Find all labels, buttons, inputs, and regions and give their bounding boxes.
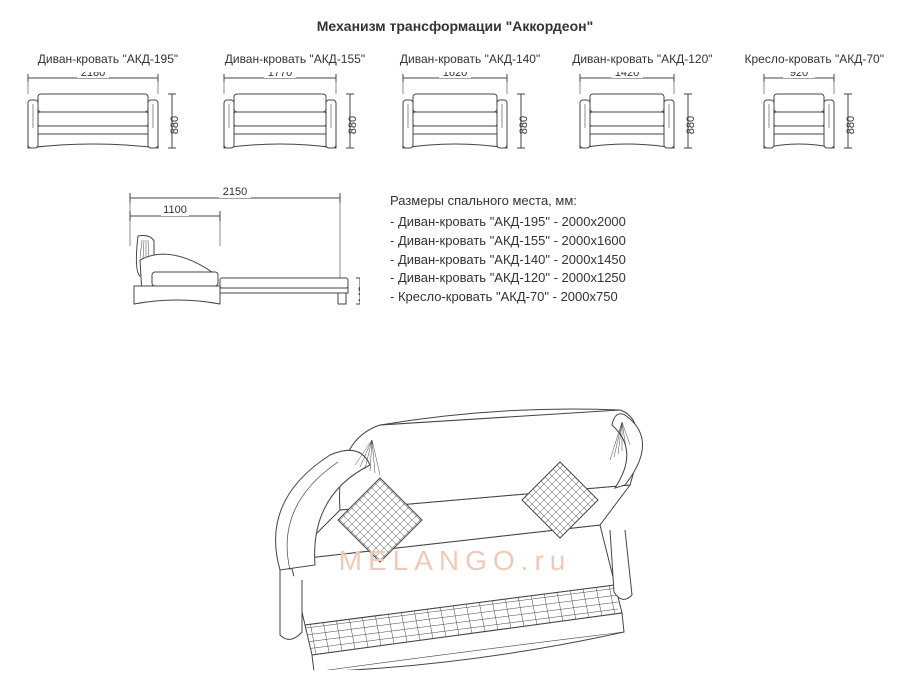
spec-line: - Диван-кровать "АКД-155" - 2000х1600 — [390, 232, 880, 251]
front-view-diagram: 1420 880 — [578, 72, 706, 158]
spec-line: - Диван-кровать "АКД-195" - 2000х2000 — [390, 213, 880, 232]
model-cell: Диван-кровать "АКД-140" 1620 880 — [400, 52, 540, 158]
model-label: Диван-кровать "АКД-155" — [225, 52, 365, 66]
svg-text:880: 880 — [347, 116, 359, 134]
model-label: Диван-кровать "АКД-140" — [400, 52, 540, 66]
model-cell: Кресло-кровать "АКД-70" 920 880 — [745, 52, 884, 158]
model-label: Диван-кровать "АКД-120" — [572, 52, 712, 66]
svg-text:1100: 1100 — [163, 204, 187, 216]
svg-text:1770: 1770 — [268, 72, 292, 79]
svg-text:920: 920 — [790, 72, 808, 79]
front-view-diagram: 1770 880 — [222, 72, 368, 158]
mid-section: 2150 1100 440 Размеры спального места, мм:… — [0, 186, 910, 316]
page-title: Механизм трансформации "Аккордеон" — [0, 0, 910, 44]
svg-text:880: 880 — [685, 116, 697, 134]
front-view-diagram: 2180 880 — [26, 72, 190, 158]
svg-text:880: 880 — [845, 116, 857, 134]
specs-column: Размеры спального места, мм: - Диван-кро… — [390, 186, 880, 316]
spec-line: - Диван-кровать "АКД-140" - 2000х1450 — [390, 251, 880, 270]
models-row: Диван-кровать "АКД-195"2180880Диван-кров… — [0, 52, 910, 158]
svg-text:1420: 1420 — [615, 72, 639, 79]
svg-text:1620: 1620 — [443, 72, 467, 79]
model-cell: Диван-кровать "АКД-195" 2180 880 — [26, 52, 190, 158]
model-cell: Диван-кровать "АКД-120" 1420 880 — [572, 52, 712, 158]
svg-text:880: 880 — [518, 116, 530, 134]
side-view-diagram: 2150 1100 440 — [120, 186, 360, 316]
specs-title: Размеры спального места, мм: — [390, 192, 880, 211]
svg-text:2180: 2180 — [81, 72, 105, 79]
model-label: Кресло-кровать "АКД-70" — [745, 52, 884, 66]
spec-line: - Диван-кровать "АКД-120" - 2000х1250 — [390, 269, 880, 288]
model-cell: Диван-кровать "АКД-155" 1770 880 — [222, 52, 368, 158]
front-view-diagram: 920 880 — [762, 72, 866, 158]
side-view-column: 2150 1100 440 — [30, 186, 390, 316]
perspective-illustration — [220, 370, 680, 675]
svg-text:440: 440 — [357, 286, 360, 304]
front-view-diagram: 1620 880 — [401, 72, 539, 158]
spec-line: - Кресло-кровать "АКД-70" - 2000х750 — [390, 288, 880, 307]
svg-text:880: 880 — [169, 116, 181, 134]
model-label: Диван-кровать "АКД-195" — [38, 52, 178, 66]
svg-text:2150: 2150 — [223, 186, 247, 198]
